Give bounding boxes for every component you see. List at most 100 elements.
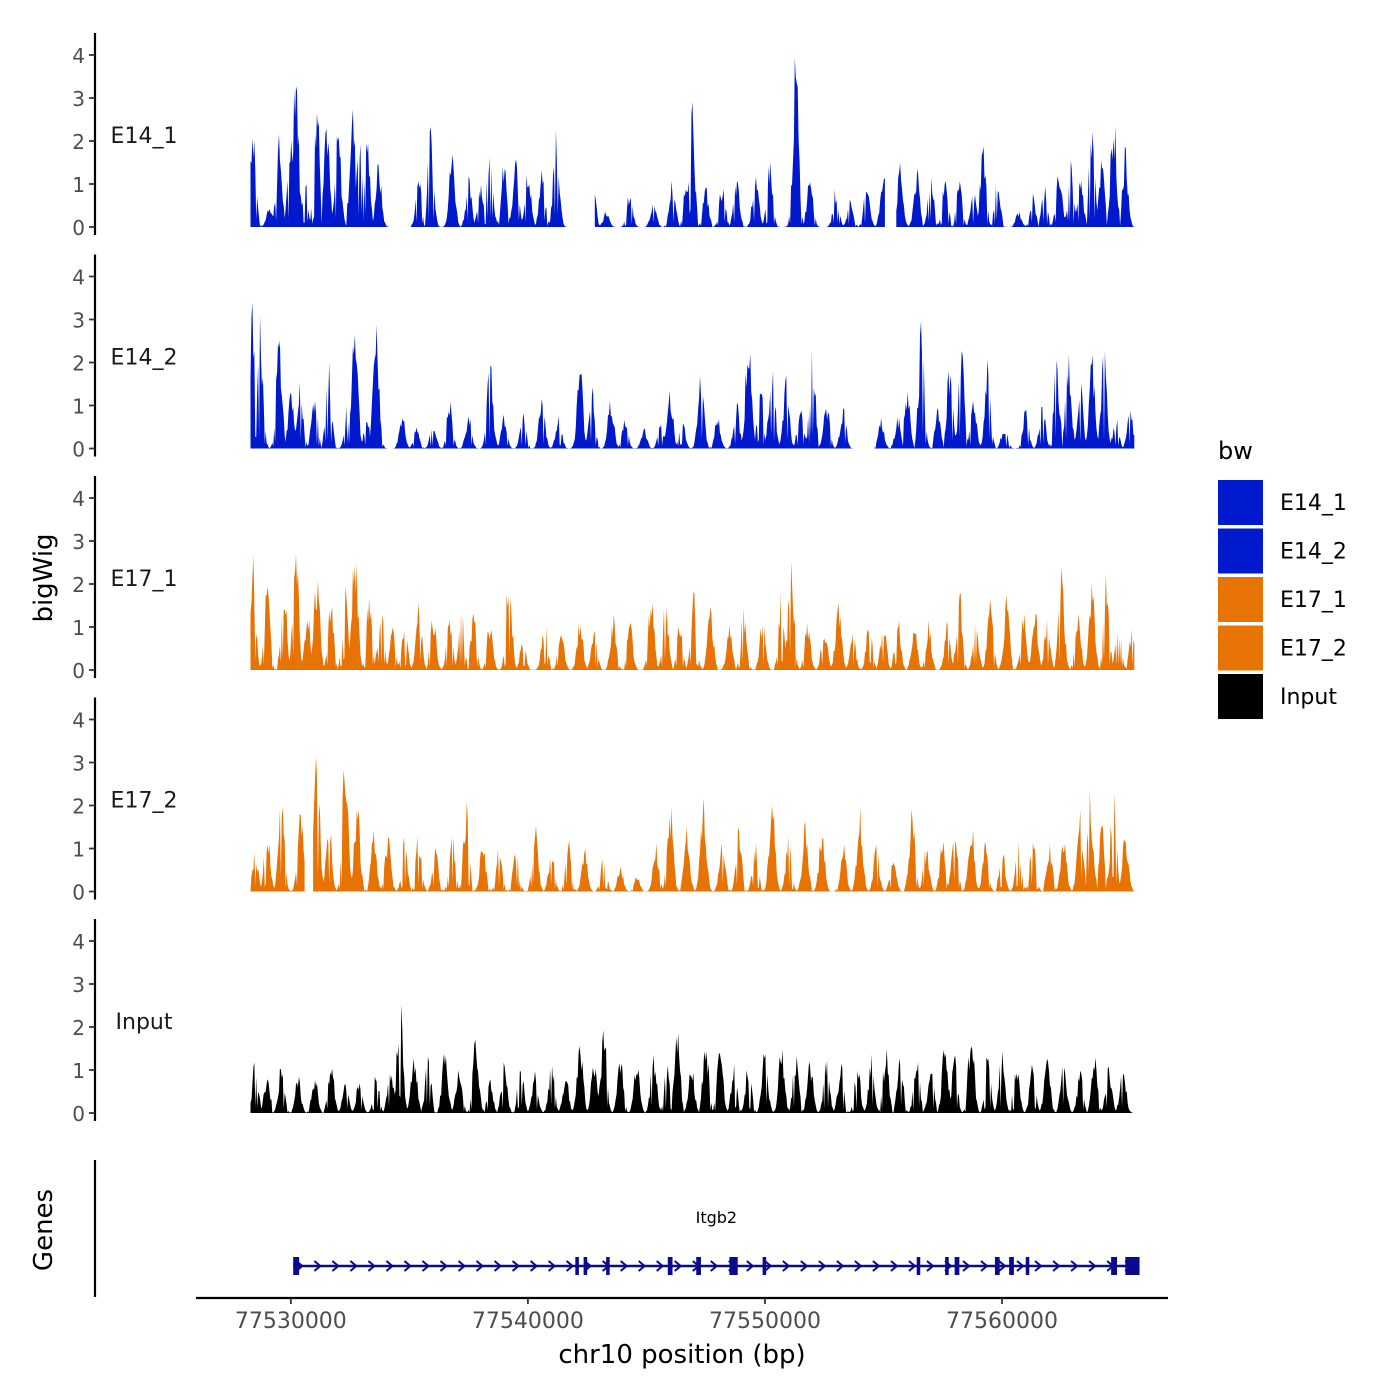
y-tick-label: 4 xyxy=(72,487,85,511)
strand-arrow xyxy=(656,1260,665,1272)
exon xyxy=(293,1257,300,1275)
legend-swatch-e17_2 xyxy=(1218,625,1263,671)
strand-arrow xyxy=(854,1260,863,1272)
strand-arrow xyxy=(638,1260,647,1272)
coverage-area-e14_2 xyxy=(250,302,862,449)
strand-arrow xyxy=(1016,1260,1025,1272)
track-label-e14_1: E14_1 xyxy=(111,124,178,149)
x-tick-label: 77530000 xyxy=(235,1309,347,1334)
panel-e14_2: 0 1 2 3 4 E14_2 xyxy=(72,254,1135,462)
strand-arrow xyxy=(619,1260,629,1272)
y-tick-label: 4 xyxy=(72,930,85,954)
y-tick-label: 2 xyxy=(72,795,85,819)
legend-label-input: Input xyxy=(1280,685,1337,710)
exon xyxy=(945,1257,949,1275)
legend-swatch-input xyxy=(1218,674,1263,719)
strand-arrow xyxy=(782,1260,791,1272)
exon xyxy=(729,1257,738,1275)
x-axis: 77530000 77540000 77550000 77560000 xyxy=(196,1296,1168,1334)
strand-arrow xyxy=(385,1260,394,1272)
strand-arrow xyxy=(872,1260,881,1272)
strand-arrow xyxy=(980,1260,989,1272)
coverage-area-e14_1 xyxy=(896,126,1135,227)
y-tick-label: 2 xyxy=(72,573,85,597)
y-tick-label: 1 xyxy=(72,616,85,640)
strand-arrow xyxy=(421,1260,430,1272)
track-label-e17_2: E17_2 xyxy=(111,789,178,814)
strand-arrow xyxy=(836,1260,845,1272)
strand-arrow xyxy=(475,1260,485,1272)
coverage-area-e14_1 xyxy=(250,86,390,227)
strand-arrow xyxy=(818,1260,827,1272)
y-tick-label: 3 xyxy=(72,530,85,554)
exon xyxy=(583,1257,588,1275)
strand-arrow xyxy=(313,1260,322,1272)
legend-title: bw xyxy=(1218,437,1253,465)
legend-label-e14_2: E14_2 xyxy=(1280,540,1347,565)
y-tick-label: 0 xyxy=(72,1102,85,1126)
x-tick-label: 77540000 xyxy=(472,1309,584,1334)
track-label-e14_2: E14_2 xyxy=(111,346,178,371)
exon xyxy=(575,1257,579,1275)
panel-e17_1: 0 1 2 3 4 E17_1 xyxy=(72,476,1135,683)
exon xyxy=(994,1257,1000,1275)
strand-arrow xyxy=(457,1260,467,1272)
y-tick-label: 3 xyxy=(72,309,85,333)
strand-arrow xyxy=(439,1260,449,1272)
strand-arrow xyxy=(674,1260,683,1272)
coverage-area-e14_1 xyxy=(409,126,575,227)
strand-arrow xyxy=(565,1260,575,1272)
track-label-e17_1: E17_1 xyxy=(111,567,178,592)
legend-swatch-e17_1 xyxy=(1218,577,1263,622)
exon xyxy=(1025,1257,1030,1275)
exon xyxy=(696,1257,701,1275)
legend-label-e17_2: E17_2 xyxy=(1280,637,1347,662)
y-tick-label: 3 xyxy=(72,87,85,111)
panel-e14_1: 0 1 2 3 4 E14_1 xyxy=(72,33,1135,240)
strand-arrow xyxy=(764,1260,773,1272)
exon xyxy=(606,1257,610,1275)
strand-arrow xyxy=(746,1260,755,1272)
y-tick-label: 4 xyxy=(72,266,85,290)
y-tick-label: 4 xyxy=(72,44,85,68)
legend: bw E14_1 E14_2 E17_1 E17_2 Input xyxy=(1218,437,1347,719)
coverage-panels: 0 1 2 3 4 E14_1 0 1 2 3 4 E14_2 0 1 2 3 4 E17_1 0 1 2 3 4 E17_2… xyxy=(72,33,1135,1126)
strand-arrow xyxy=(529,1260,539,1272)
coverage-area-e14_2 xyxy=(874,321,1135,449)
strand-arrow xyxy=(331,1260,340,1272)
legend-label-e17_1: E17_1 xyxy=(1280,588,1347,613)
strand-arrow xyxy=(962,1260,971,1272)
y-tick-label: 2 xyxy=(72,1016,85,1040)
track-label-input: Input xyxy=(116,1010,173,1035)
strand-arrow xyxy=(1088,1260,1097,1272)
strand-arrow xyxy=(349,1260,358,1272)
strand-arrow xyxy=(493,1260,503,1272)
exon xyxy=(667,1257,673,1275)
exon xyxy=(1111,1257,1118,1275)
y-tick-label: 3 xyxy=(72,752,85,776)
panel-e17_2: 0 1 2 3 4 E17_2 xyxy=(72,697,1135,905)
legend-swatch-e14_1 xyxy=(1218,480,1263,525)
strand-arrow xyxy=(1070,1260,1079,1272)
y-tick-label: 1 xyxy=(72,395,85,419)
y-tick-label: 1 xyxy=(72,838,85,862)
strand-arrow xyxy=(800,1260,809,1272)
strand-arrow xyxy=(908,1260,917,1272)
exon xyxy=(916,1257,921,1275)
strand-arrow xyxy=(511,1260,521,1272)
x-tick-label: 77550000 xyxy=(709,1309,821,1334)
y-tick-label: 3 xyxy=(72,973,85,997)
coverage-area-e17_2 xyxy=(313,756,1135,892)
exon xyxy=(762,1257,767,1275)
legend-swatch-e14_2 xyxy=(1218,528,1263,574)
coverage-area-e17_1 xyxy=(250,554,1135,670)
coverage-area-input xyxy=(250,1004,1135,1113)
x-tick-label: 77560000 xyxy=(946,1309,1058,1334)
y-tick-label: 0 xyxy=(72,438,85,462)
y-tick-label: 2 xyxy=(72,130,85,154)
exon xyxy=(1125,1257,1140,1275)
exon xyxy=(1009,1257,1014,1275)
coverage-area-e17_2 xyxy=(250,807,305,892)
strand-arrow xyxy=(1034,1260,1043,1272)
